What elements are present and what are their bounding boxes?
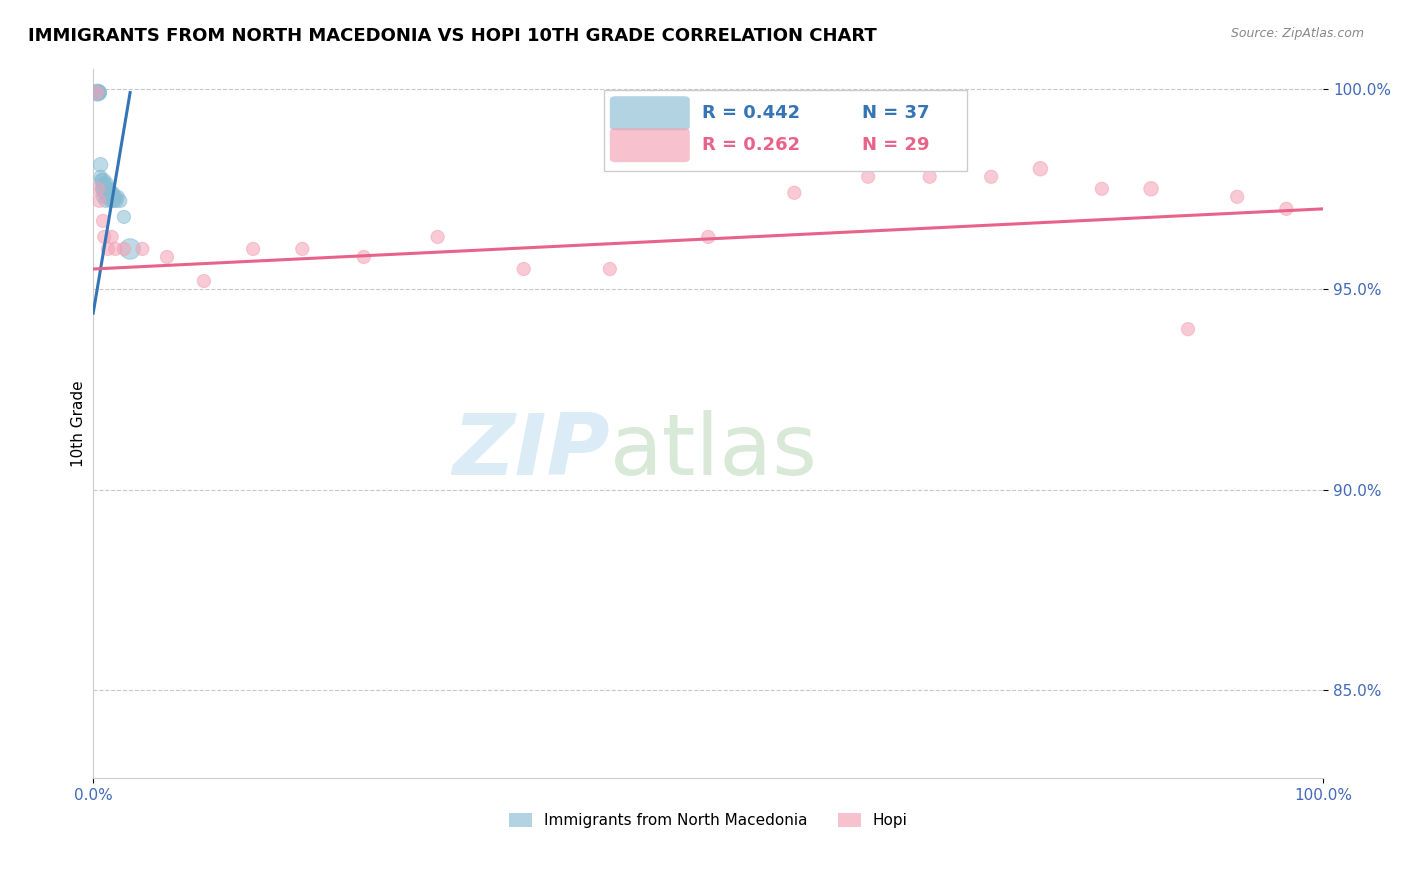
Point	[89, 86, 111, 100]
Point	[87, 182, 110, 196]
Point	[87, 86, 110, 100]
Point	[97, 190, 120, 204]
Point	[96, 182, 118, 196]
Point	[104, 242, 127, 256]
Point	[599, 262, 621, 277]
Point	[96, 186, 118, 200]
Point	[94, 182, 117, 196]
Point	[1226, 190, 1249, 204]
Point	[1275, 202, 1298, 216]
Point	[856, 169, 879, 184]
Point	[93, 230, 115, 244]
Point	[91, 190, 114, 204]
FancyBboxPatch shape	[603, 90, 966, 171]
Point	[101, 186, 124, 200]
Point	[86, 86, 108, 100]
Point	[93, 178, 115, 192]
Point	[104, 190, 127, 204]
Point	[91, 174, 114, 188]
Point	[980, 169, 1002, 184]
FancyBboxPatch shape	[610, 96, 690, 130]
Point	[94, 186, 117, 200]
Text: N = 37: N = 37	[862, 104, 929, 122]
Text: atlas: atlas	[610, 410, 818, 493]
Legend: Immigrants from North Macedonia, Hopi: Immigrants from North Macedonia, Hopi	[502, 807, 914, 834]
Point	[93, 186, 115, 200]
Point	[1177, 322, 1199, 336]
Point	[156, 250, 179, 264]
Point	[103, 190, 125, 204]
Point	[291, 242, 314, 256]
Point	[101, 194, 124, 208]
Point	[105, 194, 128, 208]
Point	[512, 262, 534, 277]
Point	[89, 86, 111, 100]
Point	[100, 190, 122, 204]
Point	[100, 186, 122, 200]
Point	[112, 242, 135, 256]
Point	[97, 242, 120, 256]
Point	[100, 230, 122, 244]
Point	[89, 194, 111, 208]
Point	[131, 242, 153, 256]
Point	[193, 274, 215, 288]
Point	[98, 182, 121, 196]
Text: ZIP: ZIP	[453, 410, 610, 493]
Point	[90, 158, 112, 172]
Point	[426, 230, 449, 244]
Point	[1029, 161, 1052, 176]
Point	[1091, 182, 1114, 196]
Point	[112, 210, 135, 224]
Point	[98, 186, 121, 200]
Text: IMMIGRANTS FROM NORTH MACEDONIA VS HOPI 10TH GRADE CORRELATION CHART: IMMIGRANTS FROM NORTH MACEDONIA VS HOPI …	[28, 27, 877, 45]
Point	[94, 194, 117, 208]
Text: Source: ZipAtlas.com: Source: ZipAtlas.com	[1230, 27, 1364, 40]
Point	[100, 186, 122, 200]
Point	[91, 182, 114, 196]
Text: R = 0.262: R = 0.262	[702, 136, 800, 154]
Point	[94, 178, 117, 192]
Point	[918, 169, 941, 184]
Point	[90, 182, 112, 196]
Point	[86, 86, 108, 100]
Point	[90, 174, 112, 188]
Y-axis label: 10th Grade: 10th Grade	[72, 380, 86, 467]
Point	[120, 242, 142, 256]
Text: N = 29: N = 29	[862, 136, 929, 154]
Point	[97, 182, 120, 196]
Text: R = 0.442: R = 0.442	[702, 104, 800, 122]
Point	[697, 230, 720, 244]
Point	[1140, 182, 1163, 196]
Point	[107, 190, 129, 204]
Point	[103, 194, 125, 208]
Point	[91, 214, 114, 228]
Point	[110, 194, 132, 208]
Point	[242, 242, 264, 256]
Point	[100, 194, 122, 208]
Point	[353, 250, 375, 264]
Point	[783, 186, 806, 200]
FancyBboxPatch shape	[610, 128, 690, 162]
Point	[90, 169, 112, 184]
